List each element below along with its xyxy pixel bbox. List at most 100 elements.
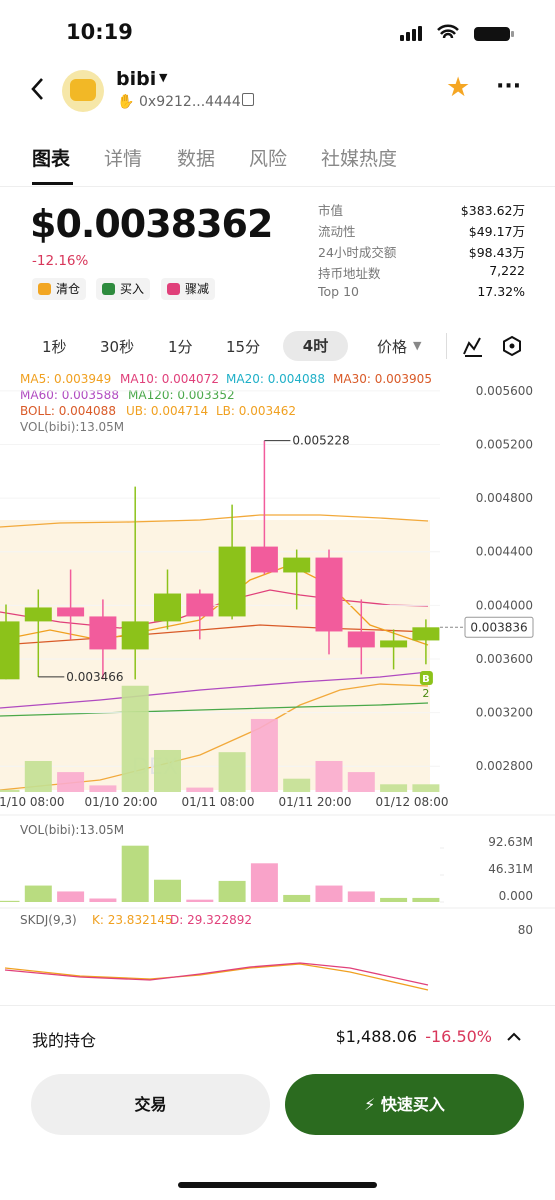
interval[interactable]: 4时 bbox=[283, 331, 348, 361]
y-tick-label: 0.004000 bbox=[476, 598, 533, 612]
indicator: MA120: 0.003352 bbox=[128, 388, 235, 402]
volume-bar bbox=[347, 891, 375, 902]
stat-label: Top 10 bbox=[318, 284, 359, 299]
divider bbox=[0, 1005, 555, 1006]
tab[interactable]: 详情 bbox=[104, 148, 143, 170]
back-button[interactable] bbox=[28, 76, 48, 102]
stat-value: $98.43万 bbox=[468, 245, 525, 260]
trade-button[interactable]: 交易 bbox=[31, 1074, 270, 1135]
buy-marker-count: 2 bbox=[422, 687, 429, 700]
copy-icon[interactable] bbox=[242, 93, 254, 106]
kdj-d bbox=[4, 962, 429, 986]
more-menu[interactable]: ··· bbox=[496, 74, 522, 99]
favorite-star[interactable]: ★ bbox=[446, 72, 471, 103]
interval[interactable]: 30秒 bbox=[100, 338, 135, 356]
volume-bar bbox=[57, 772, 85, 792]
volume-bar bbox=[315, 885, 343, 902]
tag: 买入 bbox=[96, 278, 151, 300]
bolt: ⚡ bbox=[364, 1095, 381, 1114]
indicator: VOL(bibi):13.05M bbox=[20, 420, 125, 434]
volume-bar bbox=[218, 752, 246, 792]
indicator: MA10: 0.004072 bbox=[120, 372, 219, 386]
candle-body bbox=[218, 546, 246, 617]
volume-tick-label: 46.31M bbox=[488, 862, 533, 876]
kdj-k: K: 23.832145 bbox=[92, 913, 173, 927]
price-mode[interactable]: 价格 bbox=[377, 338, 408, 356]
tab-underline bbox=[32, 182, 73, 185]
volume-bar bbox=[154, 749, 181, 792]
volume-bar bbox=[250, 863, 278, 902]
quick-buy-label: 快速买入 bbox=[380, 1095, 445, 1114]
kdj-k bbox=[4, 963, 429, 991]
kdj-title: SKDJ(9,3) bbox=[20, 913, 77, 927]
holding-value: $1,488.06 bbox=[335, 1027, 417, 1046]
stat-label: 市值 bbox=[318, 203, 344, 218]
token-name: bibi bbox=[116, 68, 157, 90]
chart-tools[interactable] bbox=[462, 334, 524, 358]
hand-icon: ✋ bbox=[117, 94, 135, 110]
home-indicator bbox=[178, 1182, 377, 1188]
stat-label: 流动性 bbox=[318, 224, 356, 239]
candle-body bbox=[315, 557, 343, 632]
tab[interactable]: 社媒热度 bbox=[321, 148, 398, 170]
tag: 清仓 bbox=[32, 278, 87, 300]
x-tick-label: 01/11 08:00 bbox=[182, 795, 255, 809]
kdj-tick: 80 bbox=[518, 923, 533, 937]
volume-tick-label: 92.63M bbox=[488, 835, 533, 849]
tab[interactable]: 图表 bbox=[32, 148, 71, 170]
tag-icon bbox=[102, 283, 115, 295]
holding-change: -16.50% bbox=[425, 1027, 492, 1046]
interval[interactable]: 1秒 bbox=[42, 338, 67, 356]
interval[interactable]: 15分 bbox=[226, 338, 261, 356]
volume-title: VOL(bibi):13.05M bbox=[20, 823, 124, 837]
status-time: 10:19 bbox=[66, 20, 133, 44]
indicator: MA30: 0.003905 bbox=[333, 372, 432, 386]
token-icon bbox=[62, 70, 104, 112]
candle-body bbox=[89, 616, 117, 650]
ma60 bbox=[0, 671, 429, 709]
stat-value: 17.32% bbox=[477, 284, 525, 299]
volume-bar bbox=[380, 784, 408, 792]
y-tick-label: 0.004800 bbox=[476, 491, 533, 505]
candle-body bbox=[186, 593, 214, 617]
token-address: 0x9212...4444 bbox=[139, 94, 241, 110]
volume-bar bbox=[250, 718, 278, 792]
candle-body bbox=[380, 640, 408, 648]
boll-lower bbox=[0, 683, 429, 791]
candle-body bbox=[412, 627, 440, 641]
y-tick-label: 0.002800 bbox=[476, 759, 533, 773]
volume-bar bbox=[186, 899, 214, 902]
y-tick-label: 0.003200 bbox=[476, 706, 533, 720]
stat-label: 24小时成交额 bbox=[318, 245, 397, 260]
candle-body bbox=[24, 607, 52, 622]
mode-dropdown[interactable]: ▼ bbox=[413, 339, 422, 352]
kdj-d: D: 29.322892 bbox=[170, 913, 252, 927]
interval[interactable]: 1分 bbox=[168, 338, 193, 356]
tab[interactable]: 风险 bbox=[249, 148, 288, 170]
expand[interactable] bbox=[506, 1031, 522, 1043]
price: $0.0038362 bbox=[30, 202, 273, 246]
min-label: 0.003466 bbox=[66, 670, 123, 684]
tab[interactable]: 数据 bbox=[177, 148, 216, 170]
volume-bar bbox=[380, 897, 408, 902]
x-tick-label: 01/11 20:00 bbox=[279, 795, 352, 809]
indicator: MA60: 0.003588 bbox=[20, 388, 119, 402]
candle-body bbox=[154, 593, 181, 622]
indicator: UB: 0.004714 bbox=[126, 404, 209, 418]
volume-bar bbox=[218, 880, 246, 902]
current-price-box bbox=[464, 616, 534, 638]
volume-bar bbox=[121, 845, 149, 902]
name-dropdown[interactable]: ▼ bbox=[159, 71, 168, 84]
buy-marker-label: B bbox=[422, 674, 430, 685]
volume-bar bbox=[347, 772, 375, 792]
volume-bar bbox=[412, 897, 440, 902]
quick-buy-button[interactable]: ⚡ 快速买入 bbox=[285, 1074, 524, 1135]
holding-label: 我的持仓 bbox=[32, 1031, 97, 1050]
candle-body bbox=[57, 607, 85, 617]
max-label: 0.005228 bbox=[292, 434, 349, 448]
y-tick-label: 0.003600 bbox=[476, 652, 533, 666]
y-tick-label: 0.005600 bbox=[476, 384, 533, 398]
status-icons bbox=[400, 24, 514, 41]
volume-bar bbox=[24, 885, 52, 902]
volume-tick-label: 0.000 bbox=[499, 889, 533, 903]
